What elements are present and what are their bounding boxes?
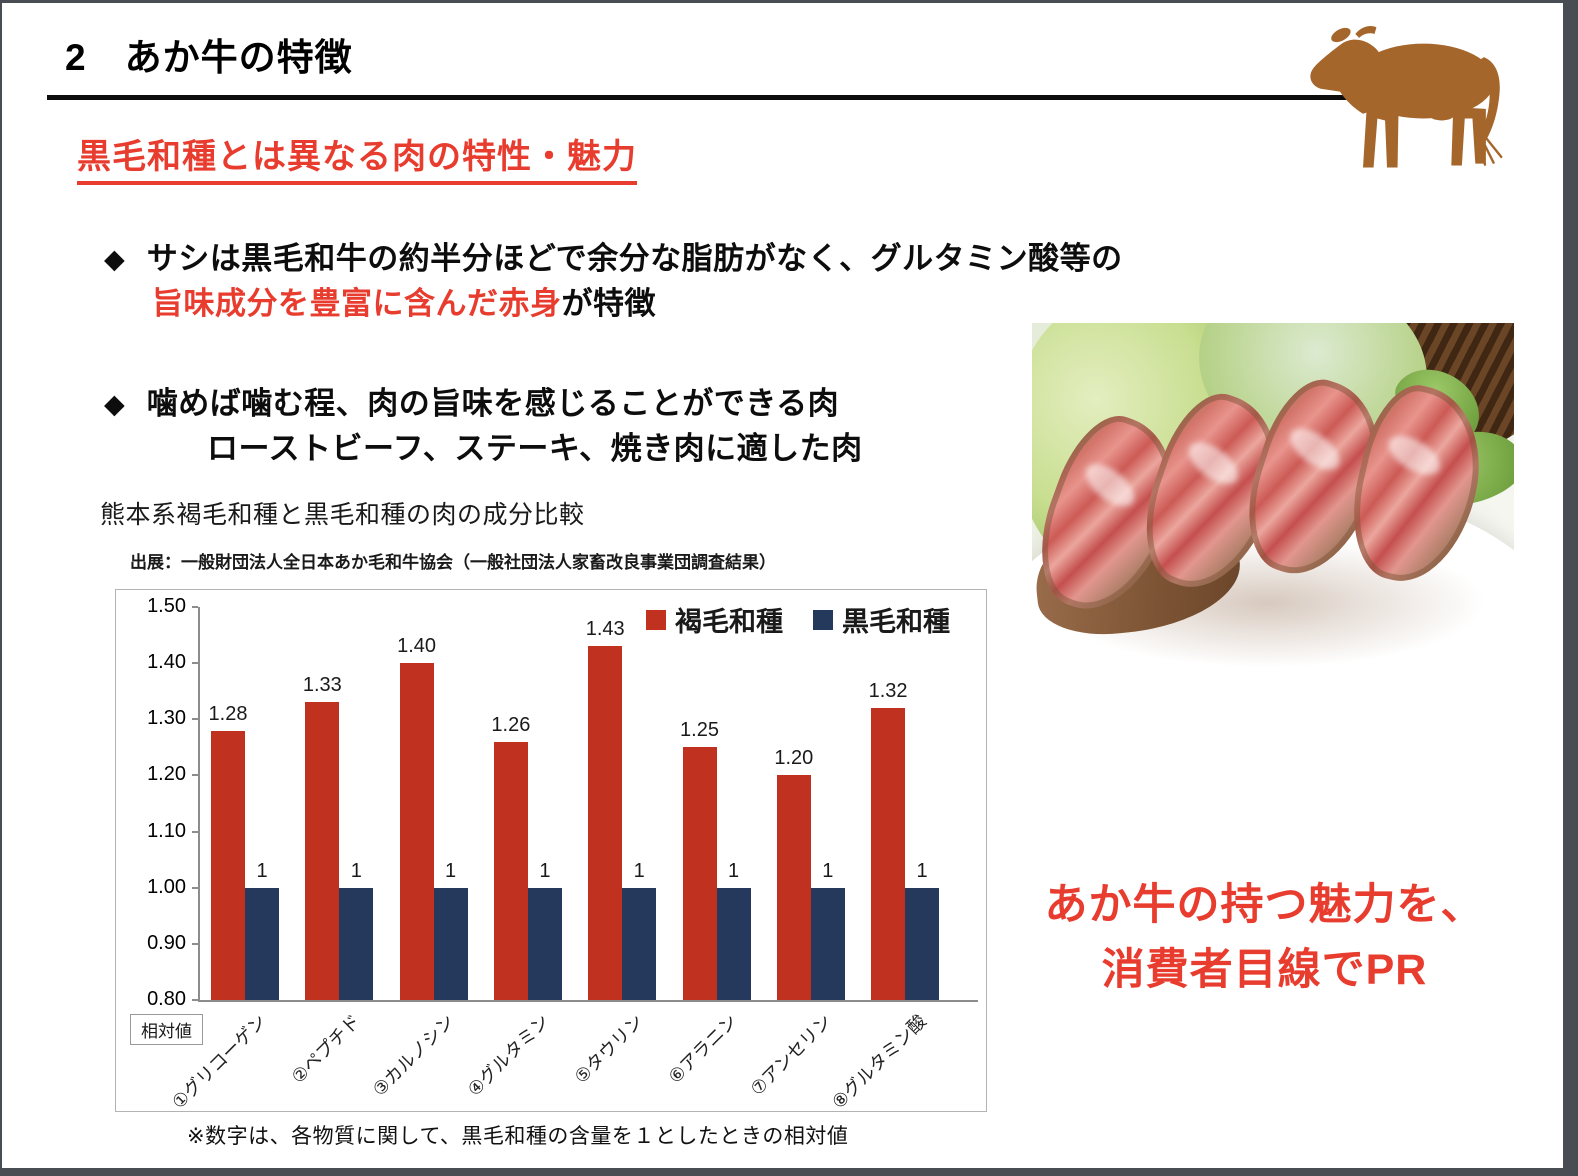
unit-label: 相対値 [130,1014,203,1045]
bar-value-label: 1 [539,859,551,882]
y-tick-mark [192,886,198,889]
bullet-1-line2: 旨味成分を豊富に含んだ赤身が特徴 [152,284,656,324]
bar-value-label: 1 [633,859,645,882]
legend-label: 褐毛和種 [675,607,783,637]
chart-bar-黒毛和種 [716,887,751,1000]
bar-value-label: 1 [256,859,268,882]
y-tick-mark [192,718,198,721]
bar-value-label: 1.33 [302,674,342,697]
chart-bar-黒毛和種 [433,887,468,1000]
chart-footnote: ※数字は、各物質に関して、黒毛和種の含量を１としたときの相対値 [187,1125,849,1148]
chart-canvas: 1.50 1.40 1.30 1.20 1.10 1.00 0.90 0.80 1.28 1.33… [116,590,986,1113]
bar-value-label: 1 [916,859,928,882]
bar-value-label: 1 [445,859,457,882]
x-category-label: ⑥アラニン [665,1010,742,1088]
chart-source: 出展：一般財団法人全日本あか毛和牛協会（一般社団法人家畜改良事業団調査結果） [130,553,776,572]
chart-bar-褐毛和種 [682,747,717,1000]
y-tick-label: 0.80 [147,988,186,1010]
y-tick-label: 1.10 [147,819,186,842]
chart-bar-黒毛和種 [905,887,940,1000]
diamond-bullet-icon: ◆ [104,389,125,419]
chart-bar-褐毛和種 [493,741,528,1000]
chart-section-title: 熊本系褐毛和種と黒毛和種の肉の成分比較 [100,501,585,529]
y-tick-mark [192,830,198,833]
y-tick-label: 1.20 [147,763,186,786]
chart-bar-褐毛和種 [399,663,434,1000]
pr-line-2: 消費者目線でPR [1101,945,1428,994]
pr-message: あか牛の持つ魅力を、 消費者目線でPR [1007,873,1522,1002]
pr-line-1: あか牛の持つ魅力を、 [1044,881,1485,929]
x-category-label: ③カルノシン [369,1010,459,1101]
chart-bar-黒毛和種 [810,887,845,1000]
bar-value-label: 1.43 [585,618,625,641]
bar-value-label: 1.25 [680,719,719,742]
cow-icon [1310,26,1503,168]
x-category-label: ②ペプチド [287,1010,365,1088]
bar-value-label: 1.28 [208,702,248,725]
bullet-2-line1: 噛めば噛む程、肉の旨味を感じることができる肉 [146,386,840,421]
legend-label: 黒毛和種 [842,607,950,637]
x-axis-line [198,1000,978,1002]
y-tick-mark [192,999,198,1001]
page-title: 2 あか牛の特徴 [65,37,353,78]
chart-bar-褐毛和種 [588,646,623,1000]
bar-value-label: 1.32 [868,680,908,703]
chart-bar-黒毛和種 [527,887,562,1000]
chart-bar-褐毛和種 [211,730,245,1000]
bar-value-label: 1.40 [397,635,437,658]
y-tick-mark [192,774,198,777]
slide: 2 あか牛の特徴 黒毛和種とは異なる肉の特性・魅力 ◆ サシは黒毛和牛の約半分ほ… [2,3,1563,1168]
section-heading: 黒毛和種とは異なる肉の特性・魅力 [77,129,637,185]
legend-item: 黒毛和種 [813,600,950,639]
y-tick-mark [192,606,198,608]
diamond-bullet-icon: ◆ [104,244,125,274]
legend-item: 褐毛和種 [646,600,783,639]
chart-bar-黒毛和種 [245,887,279,1000]
title-divider [47,95,1362,100]
chart-bar-褐毛和種 [871,708,906,1000]
composition-chart: 褐毛和種 黒毛和種 1.50 1.40 1.30 1.20 1.10 1.00 0.90 0.8… [115,589,987,1113]
y-tick-label: 1.50 [147,595,186,617]
chart-bar-褐毛和種 [776,775,811,1000]
chart-legend: 褐毛和種 黒毛和種 [646,600,950,639]
steak-photo [1032,323,1514,693]
bar-value-label: 1.26 [491,713,531,736]
bullet-1-line1: サシは黒毛和牛の約半分ほどで余分な脂肪がなく、グルタミン酸等の [146,241,1123,276]
bullet-1-line2-black: が特徴 [561,286,656,321]
bullet-1-line2-red: 旨味成分を豊富に含んだ赤身 [152,286,562,321]
x-category-label: ⑦アンセリン [747,1010,836,1100]
y-tick-label: 1.00 [147,875,186,898]
chart-bar-黒毛和種 [622,887,657,1000]
bar-value-label: 1 [350,859,362,882]
chart-bar-黒毛和種 [339,887,374,1000]
legend-swatch [646,609,666,630]
x-category-label: ⑤タウリン [570,1010,648,1088]
y-tick-mark [192,662,198,665]
x-category-label: ④グルタミン [463,1010,553,1101]
bar-value-label: 1.20 [774,747,814,770]
bullet-1: ◆ サシは黒毛和牛の約半分ほどで余分な脂肪がなく、グルタミン酸等の [104,239,1123,279]
bullet-2: ◆ 噛めば噛む程、肉の旨味を感じることができる肉 [104,384,839,424]
bar-value-label: 1 [822,859,834,882]
y-tick-label: 1.40 [147,651,186,674]
y-tick-label: 0.90 [147,931,186,954]
y-tick-mark [192,942,198,945]
x-category-label: ⑧グルタミン酸 [828,1010,931,1113]
bullet-2-line2: ローストビーフ、ステーキ、焼き肉に適した肉 [207,431,863,466]
chart-bar-褐毛和種 [305,702,340,1000]
y-axis-line [198,607,200,1002]
bar-value-label: 1 [727,859,740,882]
legend-swatch [813,609,833,630]
y-tick-label: 1.30 [147,707,186,730]
